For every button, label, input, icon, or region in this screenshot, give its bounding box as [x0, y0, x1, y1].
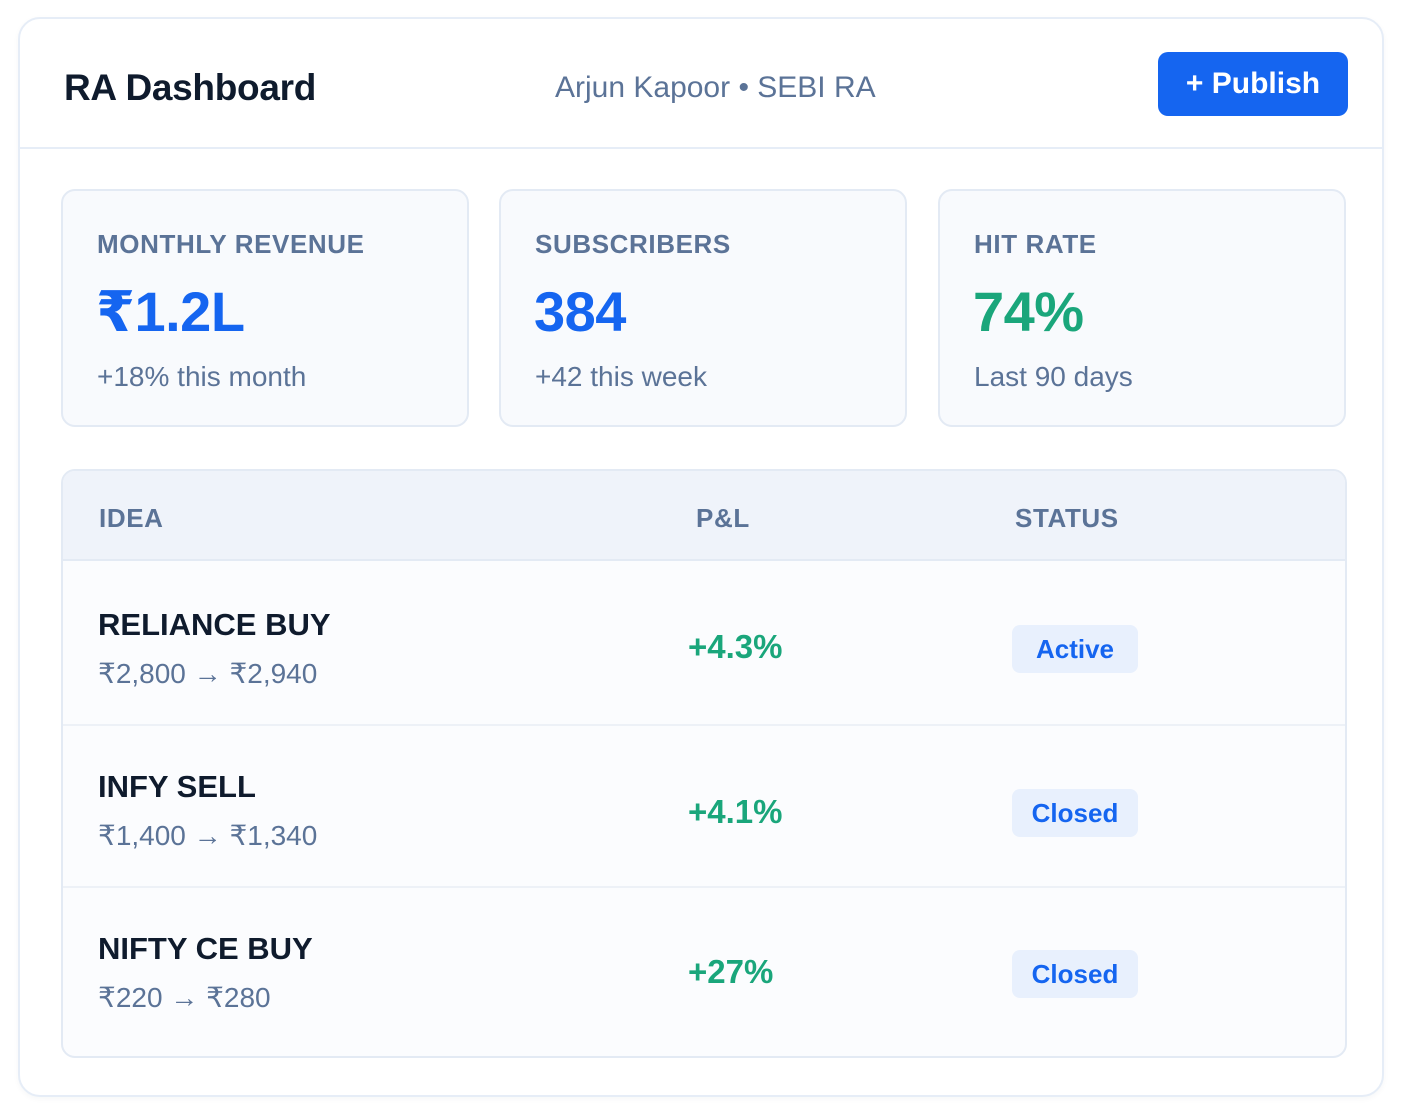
column-header-status: STATUS	[1015, 503, 1119, 533]
stat-value: ₹1.2L	[96, 280, 245, 343]
stat-card-monthly-revenue: MONTHLY REVENUE ₹1.2L +18% this month	[61, 189, 469, 427]
stat-note: Last 90 days	[974, 361, 1133, 392]
idea-pnl: +27%	[688, 953, 774, 990]
stat-label: SUBSCRIBERS	[535, 229, 731, 259]
idea-name: RELIANCE BUY	[98, 607, 331, 642]
table-header: IDEA P&L STATUS	[63, 471, 1345, 561]
idea-price-range: ₹220 → ₹280	[98, 982, 271, 1013]
publish-button[interactable]: + Publish	[1158, 52, 1348, 116]
idea-pnl: +4.1%	[688, 793, 783, 830]
stat-note: +42 this week	[535, 361, 707, 392]
table-row[interactable]: RELIANCE BUY ₹2,800 → ₹2,940 +4.3% Activ…	[63, 561, 1345, 724]
stat-note: +18% this month	[97, 361, 307, 392]
stat-label: HIT RATE	[974, 229, 1097, 259]
status-badge: Active	[1012, 625, 1138, 673]
page-title: RA Dashboard	[64, 67, 317, 108]
stat-card-hit-rate: HIT RATE 74% Last 90 days	[938, 189, 1346, 427]
column-header-pnl: P&L	[696, 503, 750, 533]
stats-row: MONTHLY REVENUE ₹1.2L +18% this month SU…	[61, 189, 1347, 429]
idea-name: INFY SELL	[98, 769, 256, 804]
idea-price-range: ₹2,800 → ₹2,940	[98, 658, 318, 689]
status-badge: Closed	[1012, 789, 1138, 837]
idea-pnl: +4.3%	[688, 628, 783, 665]
dashboard-card: RA Dashboard Arjun Kapoor • SEBI RA + Pu…	[18, 17, 1384, 1097]
ideas-table: IDEA P&L STATUS RELIANCE BUY ₹2,800 → ₹2…	[61, 469, 1347, 1058]
stat-value: 384	[534, 280, 626, 343]
stat-card-subscribers: SUBSCRIBERS 384 +42 this week	[499, 189, 907, 427]
stat-value: 74%	[973, 280, 1084, 343]
status-badge: Closed	[1012, 950, 1138, 998]
table-row[interactable]: NIFTY CE BUY ₹220 → ₹280 +27% Closed	[63, 886, 1345, 1049]
advisor-subtitle: Arjun Kapoor • SEBI RA	[555, 71, 876, 104]
idea-price-range: ₹1,400 → ₹1,340	[98, 820, 318, 851]
dashboard-header: RA Dashboard Arjun Kapoor • SEBI RA + Pu…	[20, 19, 1382, 149]
stat-label: MONTHLY REVENUE	[97, 229, 365, 259]
column-header-idea: IDEA	[99, 503, 164, 533]
table-row[interactable]: INFY SELL ₹1,400 → ₹1,340 +4.1% Closed	[63, 724, 1345, 887]
idea-name: NIFTY CE BUY	[98, 931, 313, 966]
